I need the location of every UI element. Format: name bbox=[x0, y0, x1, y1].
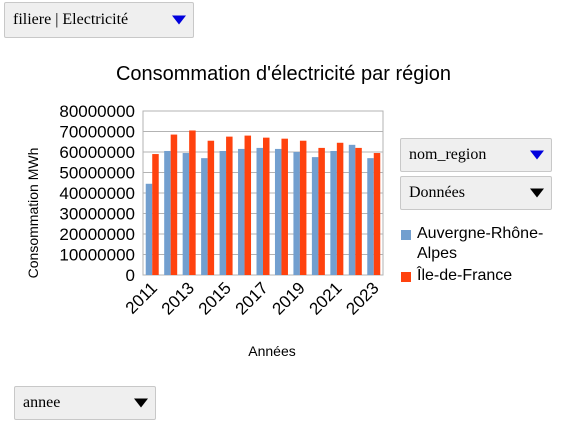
x-tick-label: 2023 bbox=[342, 278, 382, 318]
bar-ile-de-france-2015 bbox=[226, 136, 233, 275]
chevron-down-icon bbox=[172, 15, 186, 25]
x-tick-label: 2019 bbox=[269, 278, 309, 318]
nom-region-dropdown[interactable]: nom_region bbox=[400, 138, 552, 172]
bar-auvergne-2012 bbox=[164, 150, 171, 275]
bar-auvergne-2015 bbox=[219, 150, 227, 275]
legend-swatch-ile-de-france bbox=[401, 272, 411, 282]
legend-item-ile-de-france: Île-de-France bbox=[401, 266, 561, 286]
chart-legend: Auvergne-Rhône-Alpes Île-de-France bbox=[401, 224, 561, 288]
chevron-down-icon bbox=[530, 188, 544, 198]
bar-auvergne-2020 bbox=[311, 157, 319, 275]
bar-ile-de-france-2013 bbox=[189, 130, 196, 275]
bar-ile-de-france-2020 bbox=[318, 147, 325, 275]
bar-auvergne-2017 bbox=[256, 147, 263, 275]
bar-auvergne-2014 bbox=[201, 158, 208, 275]
chart-title: Consommation d'électricité par région bbox=[115, 63, 452, 85]
legend-swatch-auvergne bbox=[401, 230, 411, 240]
y-tick-label: 20000000 bbox=[59, 225, 135, 244]
bar-ile-de-france-2011 bbox=[152, 154, 159, 275]
bar-auvergne-2022 bbox=[348, 144, 356, 275]
y-tick-label: 40000000 bbox=[59, 184, 135, 203]
bar-ile-de-france-2014 bbox=[207, 140, 215, 275]
filiere-dropdown[interactable]: filiere | Electricité bbox=[4, 2, 194, 38]
donnees-dropdown[interactable]: Données bbox=[400, 176, 552, 210]
bar-auvergne-2018 bbox=[274, 148, 282, 275]
y-tick-label: 50000000 bbox=[59, 164, 135, 183]
annee-dropdown[interactable]: annee bbox=[14, 386, 156, 420]
bar-auvergne-2011 bbox=[145, 183, 153, 275]
bar-ile-de-france-2021 bbox=[336, 142, 344, 275]
chevron-down-icon bbox=[134, 398, 148, 408]
bar-ile-de-france-2012 bbox=[170, 134, 178, 275]
bar-ile-de-france-2022 bbox=[355, 147, 362, 275]
x-tick-label: 2021 bbox=[305, 278, 345, 318]
donnees-dropdown-label: Données bbox=[409, 184, 465, 201]
y-tick-label: 60000000 bbox=[59, 143, 135, 162]
y-tick-label: 70000000 bbox=[59, 123, 135, 142]
bar-auvergne-2019 bbox=[293, 152, 300, 275]
x-tick-label: 2017 bbox=[232, 278, 272, 318]
bar-auvergne-2013 bbox=[182, 153, 190, 275]
bar-ile-de-france-2018 bbox=[281, 138, 288, 275]
bar-ile-de-france-2019 bbox=[299, 140, 307, 275]
y-tick-label: 10000000 bbox=[59, 246, 135, 265]
bar-auvergne-2021 bbox=[330, 150, 337, 275]
bar-ile-de-france-2017 bbox=[263, 137, 270, 275]
bar-auvergne-2016 bbox=[238, 148, 245, 275]
legend-label-ile-de-france: Île-de-France bbox=[417, 267, 513, 284]
y-axis-title: Consommation MWh bbox=[25, 148, 41, 279]
y-tick-label: 80000000 bbox=[59, 102, 135, 121]
x-axis-title: Années bbox=[248, 343, 295, 359]
bar-ile-de-france-2016 bbox=[244, 135, 252, 275]
annee-dropdown-label: annee bbox=[23, 394, 61, 411]
x-tick-label: 2015 bbox=[195, 278, 235, 318]
y-tick-label: 30000000 bbox=[59, 205, 135, 224]
filiere-dropdown-label: filiere | Electricité bbox=[13, 11, 129, 28]
y-tick-label: 0 bbox=[126, 266, 135, 285]
legend-label-auvergne: Auvergne-Rhône-Alpes bbox=[417, 225, 544, 262]
x-tick-label: 2013 bbox=[158, 278, 198, 318]
bar-ile-de-france-2023 bbox=[373, 153, 381, 275]
bar-auvergne-2023 bbox=[367, 158, 374, 275]
chevron-down-icon bbox=[530, 150, 544, 160]
legend-item-auvergne: Auvergne-Rhône-Alpes bbox=[401, 224, 561, 264]
nom-region-dropdown-label: nom_region bbox=[409, 146, 487, 163]
